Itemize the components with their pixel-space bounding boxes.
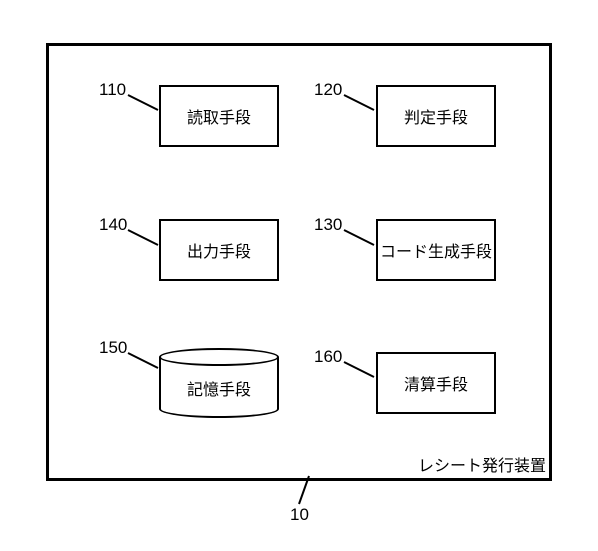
- ref-140: 140: [99, 215, 127, 235]
- leader-line-icon: [344, 227, 379, 252]
- block-output-means: 出力手段: [159, 219, 279, 281]
- block-judge-means: 判定手段: [376, 85, 496, 147]
- ref-150: 150: [99, 338, 127, 358]
- container-title: レシート発行装置: [418, 452, 546, 476]
- ref-130: 130: [314, 215, 342, 235]
- block-label: 出力手段: [187, 238, 251, 262]
- block-label: 判定手段: [404, 104, 468, 128]
- block-label: 読取手段: [187, 104, 251, 128]
- leader-line-icon: [128, 227, 163, 252]
- ref-110: 110: [99, 80, 126, 100]
- block-label: 記憶手段: [159, 376, 279, 400]
- leader-line-icon: [128, 350, 163, 375]
- leader-line-icon: [344, 359, 379, 384]
- block-label: コード生成手段: [380, 238, 492, 262]
- block-settle-means: 清算手段: [376, 352, 496, 414]
- leader-line-icon: [344, 92, 379, 117]
- ref-160: 160: [314, 347, 342, 367]
- ref-120: 120: [314, 80, 342, 100]
- leader-line-icon: [128, 92, 163, 117]
- block-code-gen-means: コード生成手段: [376, 219, 496, 281]
- block-storage-means: 記憶手段: [159, 348, 279, 418]
- container-id: 10: [290, 505, 309, 525]
- block-read-means: 読取手段: [159, 85, 279, 147]
- block-label: 清算手段: [404, 371, 468, 395]
